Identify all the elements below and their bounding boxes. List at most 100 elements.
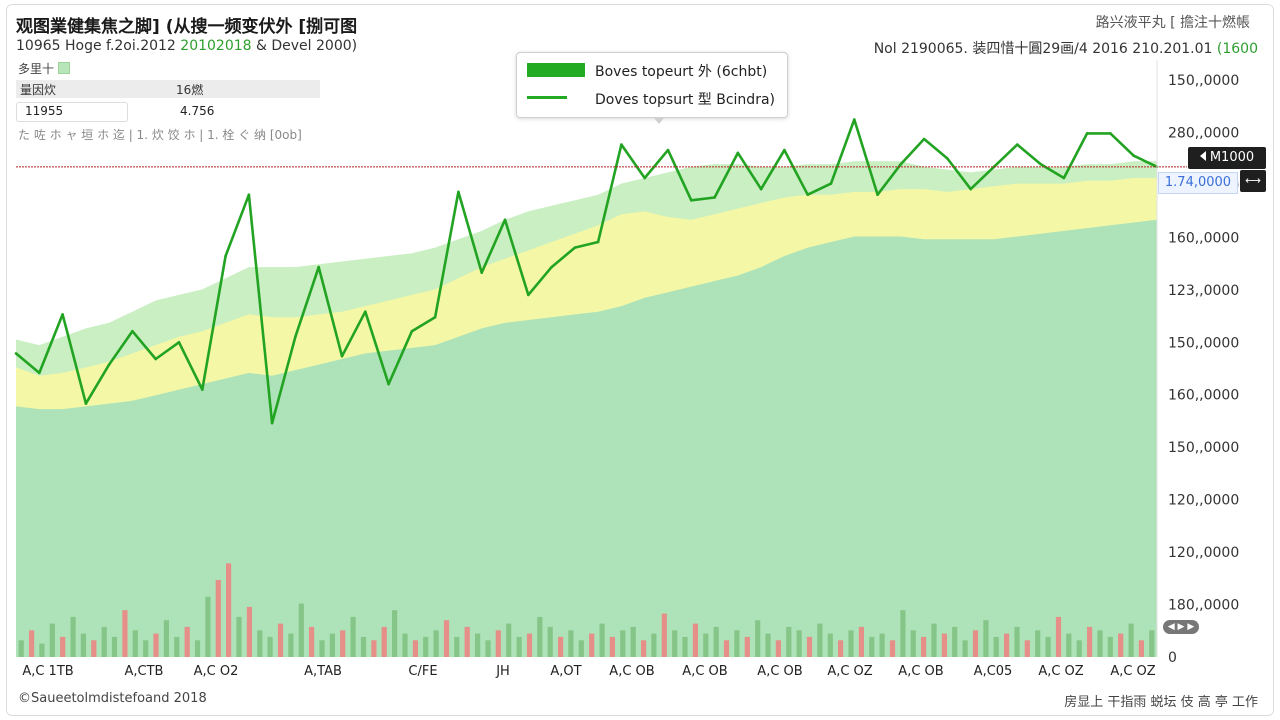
series-point <box>270 421 274 425</box>
chart-subtitle: 10965 Hoge f.2oi.2012 20102018 & Devel 2… <box>16 38 357 54</box>
series-point <box>457 190 460 194</box>
right-subtitle-a: Nol 2190065. 装四惜十圓29画/4 2016 210.201.01 <box>873 41 1217 57</box>
volume-bar <box>1076 640 1082 657</box>
volume-bar <box>1118 633 1124 657</box>
series-point <box>527 293 530 297</box>
volume-bar <box>80 633 86 657</box>
chart-legend: Boves topeurt 外 (6chbt) Doves topsurt 型 … <box>516 52 788 124</box>
series-point <box>38 371 41 375</box>
cursor-label[interactable]: M1000 <box>1188 147 1266 169</box>
y-tick-label: 150,,0000 <box>1168 440 1239 456</box>
volume-bar <box>319 640 325 657</box>
volume-bar <box>29 630 35 657</box>
volume-bar <box>288 633 294 657</box>
x-tick-label: A,C OZ <box>827 664 872 679</box>
volume-bar <box>817 623 823 657</box>
series-point <box>666 148 670 152</box>
volume-bar <box>889 640 896 657</box>
volume-bar <box>765 633 771 657</box>
right-subtitle: Nol 2190065. 装四惜十圓29画/4 2016 210.201.01 … <box>874 38 1258 58</box>
volume-bar <box>558 636 564 657</box>
y-tick-label: 180,,0000 <box>1168 598 1239 614</box>
volume-bar <box>153 633 159 657</box>
series-point <box>783 148 786 152</box>
y-tick-label: 123,,0000 <box>1168 283 1239 299</box>
volume-bar <box>143 640 149 657</box>
subtitle-part-b: 20102018 <box>180 38 256 54</box>
volume-bar <box>661 613 667 657</box>
legend-item-2[interactable]: Doves topsurt 型 Bcindra) <box>595 92 775 108</box>
volume-bar <box>1014 626 1020 657</box>
info-row-2-value: 16燃 <box>176 83 204 97</box>
volume-bar <box>39 643 45 657</box>
series-point <box>201 388 204 391</box>
volume-bar <box>775 640 781 657</box>
series-point <box>643 176 646 180</box>
y-tick-label: 280,,0000 <box>1168 126 1239 142</box>
info-row-3-value: 4.756 <box>180 104 215 118</box>
series-point <box>759 187 763 191</box>
volume-bar <box>350 616 356 657</box>
volume-bar <box>537 616 543 657</box>
volume-bar <box>692 623 698 657</box>
series-point <box>131 329 134 333</box>
volume-bar <box>931 623 937 657</box>
x-tick-label: A,CTB <box>125 664 164 679</box>
volume-bar <box>495 630 501 657</box>
volume-bar <box>18 640 24 657</box>
subtitle-part-c: & Devel 2000) <box>256 38 358 54</box>
info-row-4: た 咗 ホ ャ 垣 ホ 迄 | 1. 炊 饺 ホ | 1. 栓 ぐ 纳 [0ob… <box>18 128 302 142</box>
volume-bar <box>475 633 481 657</box>
volume-bar <box>257 630 263 657</box>
series-point <box>14 352 18 355</box>
x-tick-label: A,C OB <box>682 664 727 679</box>
volume-bar <box>1149 630 1155 657</box>
zoom-control[interactable]: ◀ ▶ ▶ <box>1163 620 1199 634</box>
info-row-3-field[interactable]: 11955 <box>16 102 128 122</box>
volume-bar <box>1138 640 1144 657</box>
right-title: 路兴液平丸 [ 擔注十燃帳 <box>1095 15 1250 31</box>
resize-icon[interactable]: ⟷ <box>1240 170 1266 192</box>
series-point <box>61 313 64 316</box>
volume-bar <box>827 633 833 657</box>
volume-bar <box>672 630 678 657</box>
series-point <box>480 271 484 275</box>
volume-bar <box>1035 630 1041 657</box>
x-tick-label: JH <box>495 664 510 679</box>
volume-bar <box>1087 626 1093 657</box>
series-point <box>294 335 297 339</box>
series-point <box>853 118 856 121</box>
volume-bar <box>589 633 595 657</box>
series-point <box>899 162 903 166</box>
volume-bar <box>796 630 802 657</box>
y-tick-label: 0 <box>1168 650 1177 666</box>
volume-bar <box>993 636 999 657</box>
volume-bar <box>941 633 947 657</box>
series-point <box>1016 143 1019 146</box>
volume-bar <box>703 633 709 657</box>
volume-bar <box>402 633 408 657</box>
volume-bar <box>174 636 180 657</box>
volume-bar <box>340 630 346 657</box>
x-tick-label: A,C O2 <box>194 664 239 679</box>
volume-bar <box>443 620 450 657</box>
info-row-3-label: 11955 <box>25 104 64 118</box>
volume-bar <box>226 563 232 657</box>
series-point <box>1085 132 1089 135</box>
y-tick-label: 120,,0000 <box>1168 493 1239 509</box>
volume-bar <box>392 610 398 657</box>
series-point <box>1062 176 1066 180</box>
series-point <box>410 329 414 333</box>
right-subtitle-b: (1600 <box>1216 41 1258 57</box>
legend-pointer <box>654 118 664 124</box>
series-point <box>364 310 367 314</box>
volume-bar <box>682 636 688 657</box>
legend-item-1[interactable]: Boves topeurt 外 (6chbt) <box>595 64 768 80</box>
info-row-2: 量因炊 16燃 <box>16 80 320 98</box>
series-point <box>247 193 251 196</box>
x-tick-label: C/FE <box>408 664 437 679</box>
footer-note: 房显上 干指雨 蜕坛 伎 高 亭 工作 <box>1064 695 1258 710</box>
volume-bar <box>713 626 719 657</box>
volume-bar <box>609 636 615 657</box>
